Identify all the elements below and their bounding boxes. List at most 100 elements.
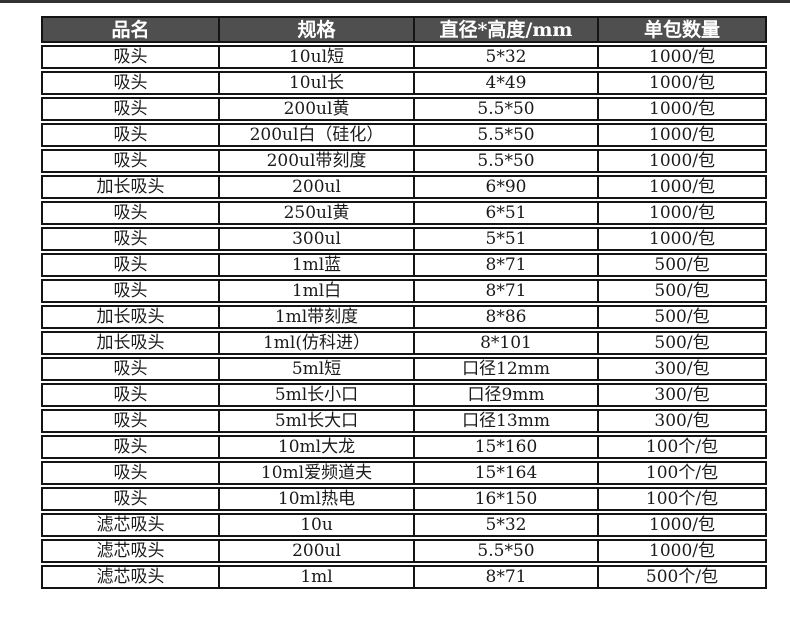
cell-pack-quantity: 500/包	[599, 331, 767, 355]
cell-product-name: 吸头	[41, 149, 220, 173]
cell-product-name: 吸头	[41, 383, 220, 407]
cell-product-name: 滤芯吸头	[41, 539, 220, 563]
cell-spec: 250ul黄	[220, 201, 415, 225]
cell-diameter-height: 5.5*50	[415, 539, 599, 563]
cell-diameter-height: 8*71	[415, 279, 599, 303]
column-header-diameter-height: 直径*高度/mm	[415, 16, 599, 43]
cell-pack-quantity: 1000/包	[599, 201, 767, 225]
cell-pack-quantity: 1000/包	[599, 149, 767, 173]
cell-diameter-height: 4*49	[415, 71, 599, 95]
table-row: 吸头 300ul 5*51 1000/包	[41, 227, 767, 251]
table-row: 吸头 200ul带刻度 5.5*50 1000/包	[41, 149, 767, 173]
table-row: 吸头 10ml大龙 15*160 100个/包	[41, 435, 767, 459]
cell-spec: 10ul长	[220, 71, 415, 95]
cell-pack-quantity: 1000/包	[599, 227, 767, 251]
cell-product-name: 吸头	[41, 435, 220, 459]
column-header-pack-quantity: 单包数量	[599, 16, 767, 43]
cell-diameter-height: 5.5*50	[415, 123, 599, 147]
table-header: 品名 规格 直径*高度/mm 单包数量	[41, 16, 767, 43]
table-row: 吸头 200ul白（硅化） 5.5*50 1000/包	[41, 123, 767, 147]
table-row: 滤芯吸头 200ul 5.5*50 1000/包	[41, 539, 767, 563]
cell-spec: 5ml长大口	[220, 409, 415, 433]
cell-spec: 200ul白（硅化）	[220, 123, 415, 147]
cell-spec: 10ml热电	[220, 487, 415, 511]
cell-pack-quantity: 500/包	[599, 305, 767, 329]
cell-diameter-height: 6*51	[415, 201, 599, 225]
cell-diameter-height: 5.5*50	[415, 149, 599, 173]
cell-spec: 5ml短	[220, 357, 415, 381]
cell-product-name: 吸头	[41, 409, 220, 433]
table-row: 吸头 1ml蓝 8*71 500/包	[41, 253, 767, 277]
table-row: 吸头 10ul长 4*49 1000/包	[41, 71, 767, 95]
table-row: 加长吸头 1ml(仿科进） 8*101 500/包	[41, 331, 767, 355]
table-row: 吸头 10ml爱频道夫 15*164 100个/包	[41, 461, 767, 485]
cell-product-name: 吸头	[41, 253, 220, 277]
table-body: 吸头 10ul短 5*32 1000/包 吸头 10ul长 4*49 1000/包 吸头 200u…	[41, 45, 767, 589]
table-row: 吸头 5ml短 口径12mm 300/包	[41, 357, 767, 381]
cell-product-name: 加长吸头	[41, 175, 220, 199]
cell-product-name: 吸头	[41, 357, 220, 381]
cell-spec: 10u	[220, 513, 415, 537]
cell-diameter-height: 口径12mm	[415, 357, 599, 381]
cell-pack-quantity: 1000/包	[599, 513, 767, 537]
cell-product-name: 加长吸头	[41, 305, 220, 329]
cell-pack-quantity: 300/包	[599, 409, 767, 433]
cell-product-name: 吸头	[41, 461, 220, 485]
cell-diameter-height: 16*150	[415, 487, 599, 511]
cell-diameter-height: 5*51	[415, 227, 599, 251]
cell-diameter-height: 口径9mm	[415, 383, 599, 407]
cell-product-name: 滤芯吸头	[41, 565, 220, 589]
cell-pack-quantity: 100个/包	[599, 461, 767, 485]
cell-diameter-height: 8*71	[415, 565, 599, 589]
cell-spec: 10ml爱频道夫	[220, 461, 415, 485]
cell-pack-quantity: 500/包	[599, 253, 767, 277]
table-row: 吸头 250ul黄 6*51 1000/包	[41, 201, 767, 225]
cell-spec: 200ul带刻度	[220, 149, 415, 173]
cell-product-name: 吸头	[41, 279, 220, 303]
cell-product-name: 吸头	[41, 45, 220, 69]
cell-pack-quantity: 1000/包	[599, 123, 767, 147]
cell-diameter-height: 8*101	[415, 331, 599, 355]
cell-product-name: 吸头	[41, 201, 220, 225]
cell-pack-quantity: 1000/包	[599, 45, 767, 69]
table-row: 加长吸头 200ul 6*90 1000/包	[41, 175, 767, 199]
table-row: 滤芯吸头 1ml 8*71 500个/包	[41, 565, 767, 589]
cell-spec: 1ml白	[220, 279, 415, 303]
cell-spec: 1ml(仿科进）	[220, 331, 415, 355]
cell-pack-quantity: 300/包	[599, 357, 767, 381]
cell-product-name: 吸头	[41, 123, 220, 147]
cell-diameter-height: 15*160	[415, 435, 599, 459]
cell-spec: 1ml带刻度	[220, 305, 415, 329]
cell-diameter-height: 8*71	[415, 253, 599, 277]
cell-pack-quantity: 1000/包	[599, 539, 767, 563]
cell-diameter-height: 15*164	[415, 461, 599, 485]
cell-diameter-height: 6*90	[415, 175, 599, 199]
cell-spec: 1ml蓝	[220, 253, 415, 277]
cell-spec: 200ul	[220, 539, 415, 563]
table-row: 吸头 5ml长大口 口径13mm 300/包	[41, 409, 767, 433]
cell-diameter-height: 5*32	[415, 45, 599, 69]
table-row: 加长吸头 1ml带刻度 8*86 500/包	[41, 305, 767, 329]
cell-spec: 5ml长小口	[220, 383, 415, 407]
cell-pack-quantity: 1000/包	[599, 71, 767, 95]
cell-pack-quantity: 300/包	[599, 383, 767, 407]
table-row: 吸头 1ml白 8*71 500/包	[41, 279, 767, 303]
cell-diameter-height: 5.5*50	[415, 97, 599, 121]
cell-product-name: 吸头	[41, 227, 220, 251]
cell-product-name: 吸头	[41, 487, 220, 511]
cell-diameter-height: 口径13mm	[415, 409, 599, 433]
table-row: 滤芯吸头 10u 5*32 1000/包	[41, 513, 767, 537]
cell-pack-quantity: 100个/包	[599, 435, 767, 459]
cell-spec: 1ml	[220, 565, 415, 589]
cell-product-name: 滤芯吸头	[41, 513, 220, 537]
table-row: 吸头 5ml长小口 口径9mm 300/包	[41, 383, 767, 407]
cell-pack-quantity: 1000/包	[599, 175, 767, 199]
cell-pack-quantity: 100个/包	[599, 487, 767, 511]
product-spec-table: 品名 规格 直径*高度/mm 单包数量 吸头 10ul短 5*32 1000/包 吸头 1…	[41, 14, 767, 591]
cell-diameter-height: 5*32	[415, 513, 599, 537]
cell-spec: 300ul	[220, 227, 415, 251]
cell-pack-quantity: 500个/包	[599, 565, 767, 589]
cell-diameter-height: 8*86	[415, 305, 599, 329]
column-header-product-name: 品名	[41, 16, 220, 43]
cell-pack-quantity: 1000/包	[599, 97, 767, 121]
